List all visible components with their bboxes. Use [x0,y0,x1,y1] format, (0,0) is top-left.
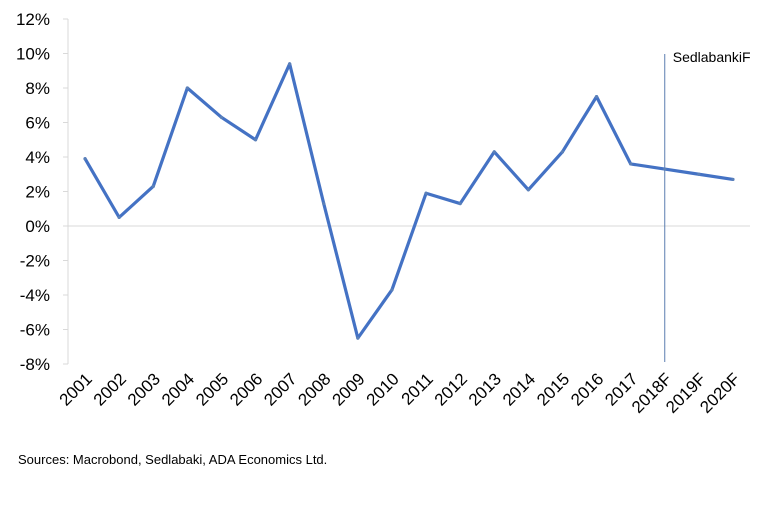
data-point [322,201,326,206]
y-tick-label: 0% [25,217,50,236]
y-tick-label: 8% [25,79,50,98]
series-line [83,62,735,340]
data-point [731,177,735,182]
data-point [390,288,394,292]
y-tick-label: 4% [25,148,50,167]
data-point [663,167,667,171]
data-point [560,150,565,154]
data-point [424,191,428,195]
x-tick-label: 2009 [328,369,368,409]
x-tick-label: 2004 [158,369,198,409]
line-chart: 12%10%8%6%4%2%0%-2%-4%-6%-8% 20012002200… [16,10,751,417]
y-tick-label: -6% [20,321,50,340]
x-tick-label: 2020F [696,369,744,417]
forecast-label: SedlabankiF [673,49,751,65]
data-point [356,336,360,340]
x-tick-label: 2006 [226,369,266,409]
y-tick-label: -8% [20,355,50,374]
y-tick-label: 10% [16,45,50,64]
data-point [288,62,292,66]
x-tick-label: 2013 [465,369,505,409]
x-tick-label: 2011 [398,369,437,408]
data-point [492,150,496,154]
x-tick-label: 2008 [294,369,334,409]
x-tick-label: 2012 [431,369,471,409]
data-point [151,184,155,188]
forecast-marker: SedlabankiF [664,49,751,362]
data-point [219,115,224,119]
data-point [83,157,87,161]
data-point [594,95,599,99]
data-point [697,172,701,176]
x-tick-label: 2005 [192,369,232,409]
x-tick-label: 2010 [363,369,403,409]
x-tick-label: 2014 [499,369,539,409]
chart-axes [67,19,750,364]
source-note: Sources: Macrobond, Sedlabaki, ADA Econo… [18,452,328,467]
y-tick-label: -4% [20,286,50,305]
data-point [629,162,633,166]
y-tick-label: 6% [25,114,50,133]
y-tick-label: 12% [16,10,50,29]
x-axis-ticks: 2001200220032004200520062007200820092010… [56,369,744,417]
data-point [253,138,258,142]
series-layer [83,62,735,340]
data-point [458,201,462,206]
y-tick-label: -2% [20,252,50,271]
y-tick-label: 2% [25,183,50,202]
x-tick-label: 2007 [260,369,300,409]
x-tick-label: 2003 [124,369,164,409]
y-axis-ticks: 12% 10% 8% 6% 4% 2% 0% -2% -4% -6% -8% [16,10,68,374]
data-point [185,86,189,90]
x-tick-label: 2015 [533,369,573,409]
x-tick-label: 2016 [567,369,607,409]
data-point [526,188,530,192]
data-point [117,215,121,219]
x-tick-label: 2002 [90,369,130,409]
x-tick-label: 2001 [56,369,96,409]
